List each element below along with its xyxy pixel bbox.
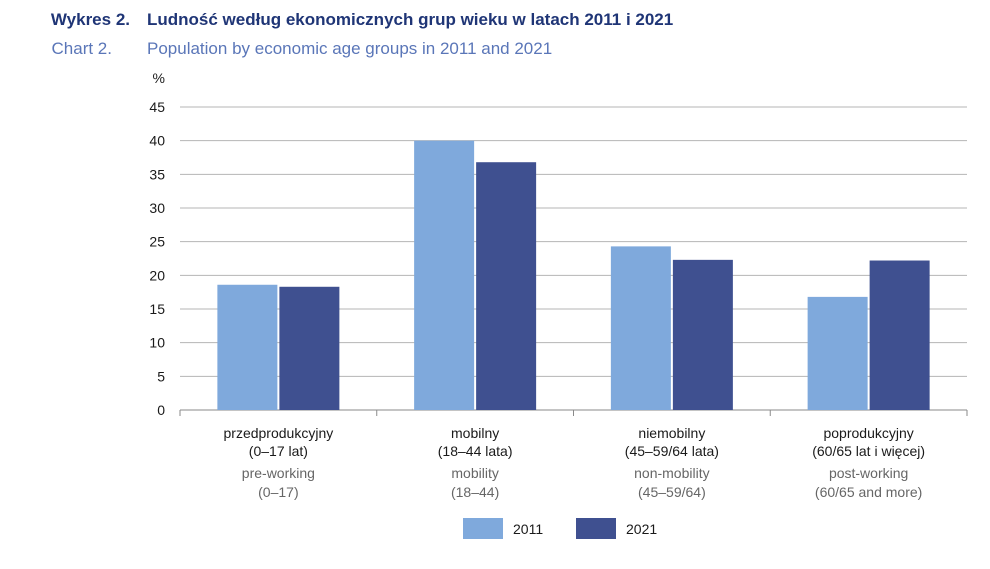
category-range-en: (45–59/64) [638, 484, 706, 500]
y-tick-label: 10 [149, 335, 165, 351]
legend-label-2011: 2011 [513, 521, 543, 537]
bar-2021-3 [672, 259, 733, 410]
y-tick-label: 20 [149, 267, 165, 283]
y-tick-label: 15 [149, 301, 165, 317]
category-range-en: (18–44) [451, 484, 499, 500]
bar-2011-1 [217, 284, 278, 410]
y-tick-label: 40 [149, 133, 165, 149]
category-label-pl: przedprodukcyjny [224, 425, 334, 441]
legend-label-2021: 2021 [626, 521, 657, 537]
bar-2021-1 [279, 286, 340, 410]
category-range-pl: (0–17 lat) [249, 443, 308, 459]
bar-2021-2 [476, 162, 537, 410]
bar-2011-2 [414, 140, 475, 410]
category-label-pl: niemobilny [638, 425, 705, 441]
category-label-en: pre-working [242, 465, 315, 481]
category-label-en: post-working [829, 465, 908, 481]
chart-title-pl: Ludność według ekonomicznych grup wieku … [147, 10, 674, 29]
chart-number-en: Chart 2. [51, 39, 112, 58]
y-axis-unit: % [153, 70, 165, 86]
bar-2021-4 [869, 260, 930, 410]
category-label-pl: mobilny [451, 425, 499, 441]
category-label-pl: poprodukcyjny [823, 425, 913, 441]
category-range-pl: (18–44 lata) [438, 443, 513, 459]
y-tick-label: 25 [149, 234, 165, 250]
chart-number-pl: Wykres 2. [50, 10, 130, 29]
bar-2011-4 [807, 296, 868, 410]
legend-swatch-2011 [463, 518, 503, 539]
category-label-en: non-mobility [634, 465, 709, 481]
y-tick-label: 45 [149, 99, 165, 115]
legend-swatch-2021 [576, 518, 616, 539]
y-tick-label: 5 [157, 368, 165, 384]
category-range-en: (0–17) [258, 484, 298, 500]
category-range-pl: (60/65 lat i więcej) [812, 443, 925, 459]
y-tick-label: 0 [157, 402, 165, 418]
category-range-pl: (45–59/64 lata) [625, 443, 719, 459]
bar-2011-3 [610, 246, 671, 410]
y-tick-label: 35 [149, 166, 165, 182]
y-tick-label: 30 [149, 200, 165, 216]
category-range-en: (60/65 and more) [815, 484, 922, 500]
chart-title-en: Population by economic age groups in 201… [147, 39, 553, 58]
category-label-en: mobility [451, 465, 498, 481]
